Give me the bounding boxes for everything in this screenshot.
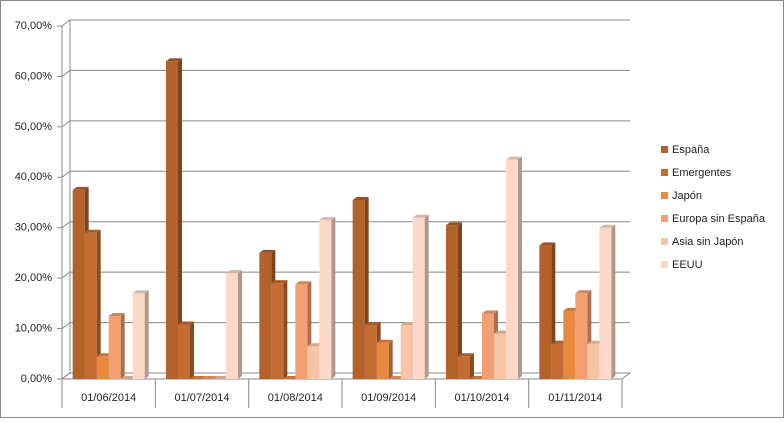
y-tick-label: 0,00% — [21, 373, 52, 385]
bar-side — [144, 290, 149, 379]
bar-side — [424, 214, 429, 379]
bar-top — [271, 280, 288, 284]
x-tick-label: 01/07/2014 — [174, 392, 229, 404]
bar-top — [506, 156, 522, 160]
legend-label: España — [672, 144, 710, 156]
bar — [84, 232, 97, 379]
bar-top — [190, 376, 206, 379]
y-tick-label: 20,00% — [15, 272, 53, 284]
bar-side — [611, 224, 616, 379]
x-tick-label: 01/09/2014 — [361, 392, 416, 404]
y-tick-label: 60,00% — [15, 70, 53, 82]
bar-top — [259, 249, 276, 253]
bar — [352, 199, 365, 379]
bar — [400, 325, 413, 379]
y-tick-label: 10,00% — [15, 322, 53, 334]
bar-top — [226, 270, 242, 274]
bar-top — [539, 242, 556, 246]
bar-top — [84, 229, 101, 233]
y-tick-label: 30,00% — [15, 222, 53, 234]
bar — [96, 356, 109, 379]
legend-label: EEUU — [672, 259, 703, 271]
bar-side — [120, 312, 125, 379]
bar — [446, 225, 458, 379]
bar-top — [319, 217, 336, 221]
x-tick-label: 01/10/2014 — [454, 392, 509, 404]
bar — [166, 61, 178, 380]
bar — [539, 245, 552, 379]
bar-top — [458, 353, 474, 357]
x-tick-label: 01/08/2014 — [268, 392, 323, 404]
x-tick-label: 01/06/2014 — [81, 392, 136, 404]
bar-top — [376, 339, 393, 343]
legend-label: Emergentes — [672, 167, 732, 179]
bar — [319, 220, 332, 379]
bar-side — [283, 280, 288, 379]
bar — [72, 189, 85, 379]
bar-top — [412, 214, 429, 218]
legend-swatch — [661, 169, 668, 176]
bar — [587, 343, 600, 379]
bar — [259, 252, 272, 379]
bar — [458, 356, 470, 379]
bar — [482, 313, 494, 379]
bar — [376, 342, 389, 379]
bar — [599, 227, 612, 379]
bar-side — [458, 222, 462, 379]
y-tick-label: 40,00% — [15, 171, 53, 183]
bar — [178, 324, 190, 379]
bar — [295, 284, 308, 379]
bar-top — [132, 290, 149, 294]
legend-swatch — [661, 192, 668, 199]
bar-side — [190, 321, 194, 379]
bar — [307, 346, 320, 379]
bar-side — [331, 217, 336, 379]
legend-swatch — [661, 261, 668, 268]
bar-top — [575, 290, 592, 294]
bar — [108, 315, 121, 379]
bar — [364, 325, 377, 379]
bar-top — [166, 58, 182, 62]
bar-top — [108, 312, 125, 316]
bar — [271, 283, 284, 379]
bar-top — [178, 321, 194, 325]
bar-side — [178, 58, 182, 380]
legend-swatch — [661, 146, 668, 153]
legend-swatch — [661, 238, 668, 245]
bar-side — [238, 270, 242, 379]
bar-top — [352, 196, 369, 200]
y-tick-label: 50,00% — [15, 121, 53, 133]
bar — [575, 293, 588, 379]
bar-side — [518, 156, 522, 379]
bar-side — [470, 353, 474, 379]
bar — [506, 159, 518, 379]
bar-side — [96, 229, 101, 379]
bar — [494, 333, 506, 379]
bar-top — [295, 281, 312, 285]
bar-top — [446, 222, 462, 226]
bar — [132, 293, 145, 379]
y-tick-label: 70,00% — [15, 20, 53, 32]
bar — [412, 217, 425, 379]
bar — [563, 310, 576, 379]
bar-top — [482, 310, 498, 314]
bar-top — [202, 376, 218, 379]
legend-swatch — [661, 215, 668, 222]
bar — [551, 343, 564, 379]
bar-side — [388, 339, 393, 379]
x-tick-label: 01/11/2014 — [548, 392, 602, 404]
bar — [226, 273, 238, 379]
bar-top — [72, 186, 89, 190]
legend-label: Europa sin España — [672, 213, 766, 225]
legend-label: Asia sin Japón — [672, 236, 744, 248]
bar-top — [599, 224, 616, 228]
bar-top — [364, 322, 381, 326]
legend-label: Japón — [672, 190, 702, 202]
